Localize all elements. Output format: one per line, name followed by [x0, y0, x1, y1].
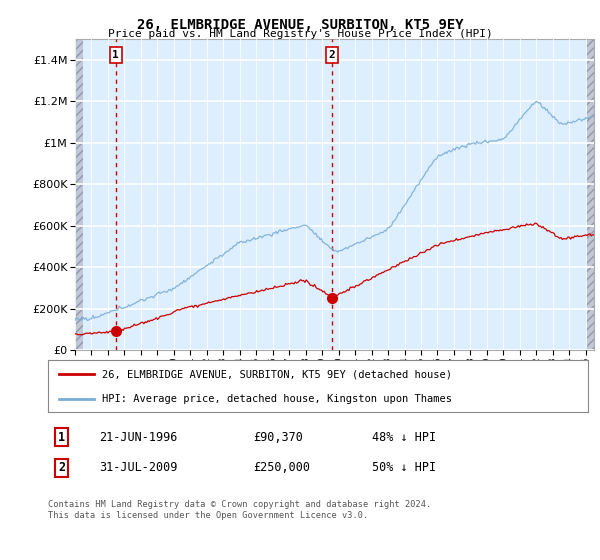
Text: Price paid vs. HM Land Registry's House Price Index (HPI): Price paid vs. HM Land Registry's House … — [107, 29, 493, 39]
Text: 26, ELMBRIDGE AVENUE, SURBITON, KT5 9EY: 26, ELMBRIDGE AVENUE, SURBITON, KT5 9EY — [137, 18, 463, 32]
Text: 31-JUL-2009: 31-JUL-2009 — [100, 461, 178, 474]
Text: 2: 2 — [328, 50, 335, 60]
Text: HPI: Average price, detached house, Kingston upon Thames: HPI: Average price, detached house, King… — [102, 394, 452, 404]
Text: 21-JUN-1996: 21-JUN-1996 — [100, 431, 178, 444]
Text: 50% ↓ HPI: 50% ↓ HPI — [372, 461, 436, 474]
Text: £250,000: £250,000 — [253, 461, 310, 474]
Text: 48% ↓ HPI: 48% ↓ HPI — [372, 431, 436, 444]
Bar — [75, 39, 83, 350]
Text: 2: 2 — [58, 461, 65, 474]
Text: 1: 1 — [58, 431, 65, 444]
Text: 1: 1 — [112, 50, 119, 60]
Bar — [586, 39, 594, 350]
Text: Contains HM Land Registry data © Crown copyright and database right 2024.
This d: Contains HM Land Registry data © Crown c… — [48, 501, 431, 520]
Text: £90,370: £90,370 — [253, 431, 303, 444]
Text: 26, ELMBRIDGE AVENUE, SURBITON, KT5 9EY (detached house): 26, ELMBRIDGE AVENUE, SURBITON, KT5 9EY … — [102, 369, 452, 379]
